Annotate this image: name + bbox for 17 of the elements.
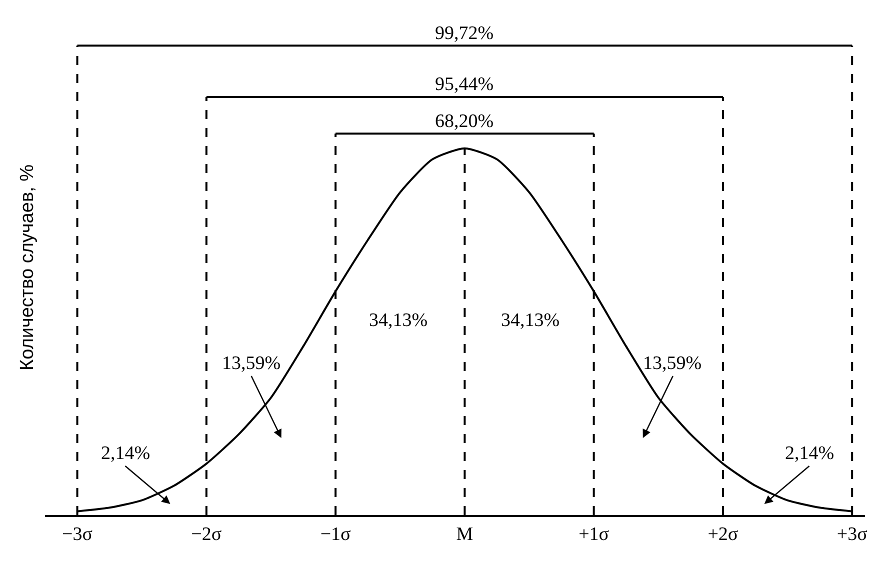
x-tick-label: +3σ [836,524,868,545]
annotation: 34,13% [501,310,560,331]
x-tick-label: +1σ [578,524,610,545]
annotation: 2,14% [101,443,150,464]
text: 99,72% [435,23,494,44]
x-tick-label: −3σ [62,524,93,545]
annotation: 13,59% [222,353,281,374]
x-tick-label: M [456,524,474,545]
x-tick-label: +2σ [708,524,738,545]
annotation: 13,59% [643,353,702,374]
text: 95,44% [435,74,494,95]
x-tick-label: −1σ [320,524,351,545]
annotation: 2,14% [785,443,834,464]
annotation: 34,13% [369,310,428,331]
x-tick-label: −2σ [191,524,222,545]
y-axis-title: Количество случаев, % [16,164,38,370]
text: 68,20% [435,111,494,132]
